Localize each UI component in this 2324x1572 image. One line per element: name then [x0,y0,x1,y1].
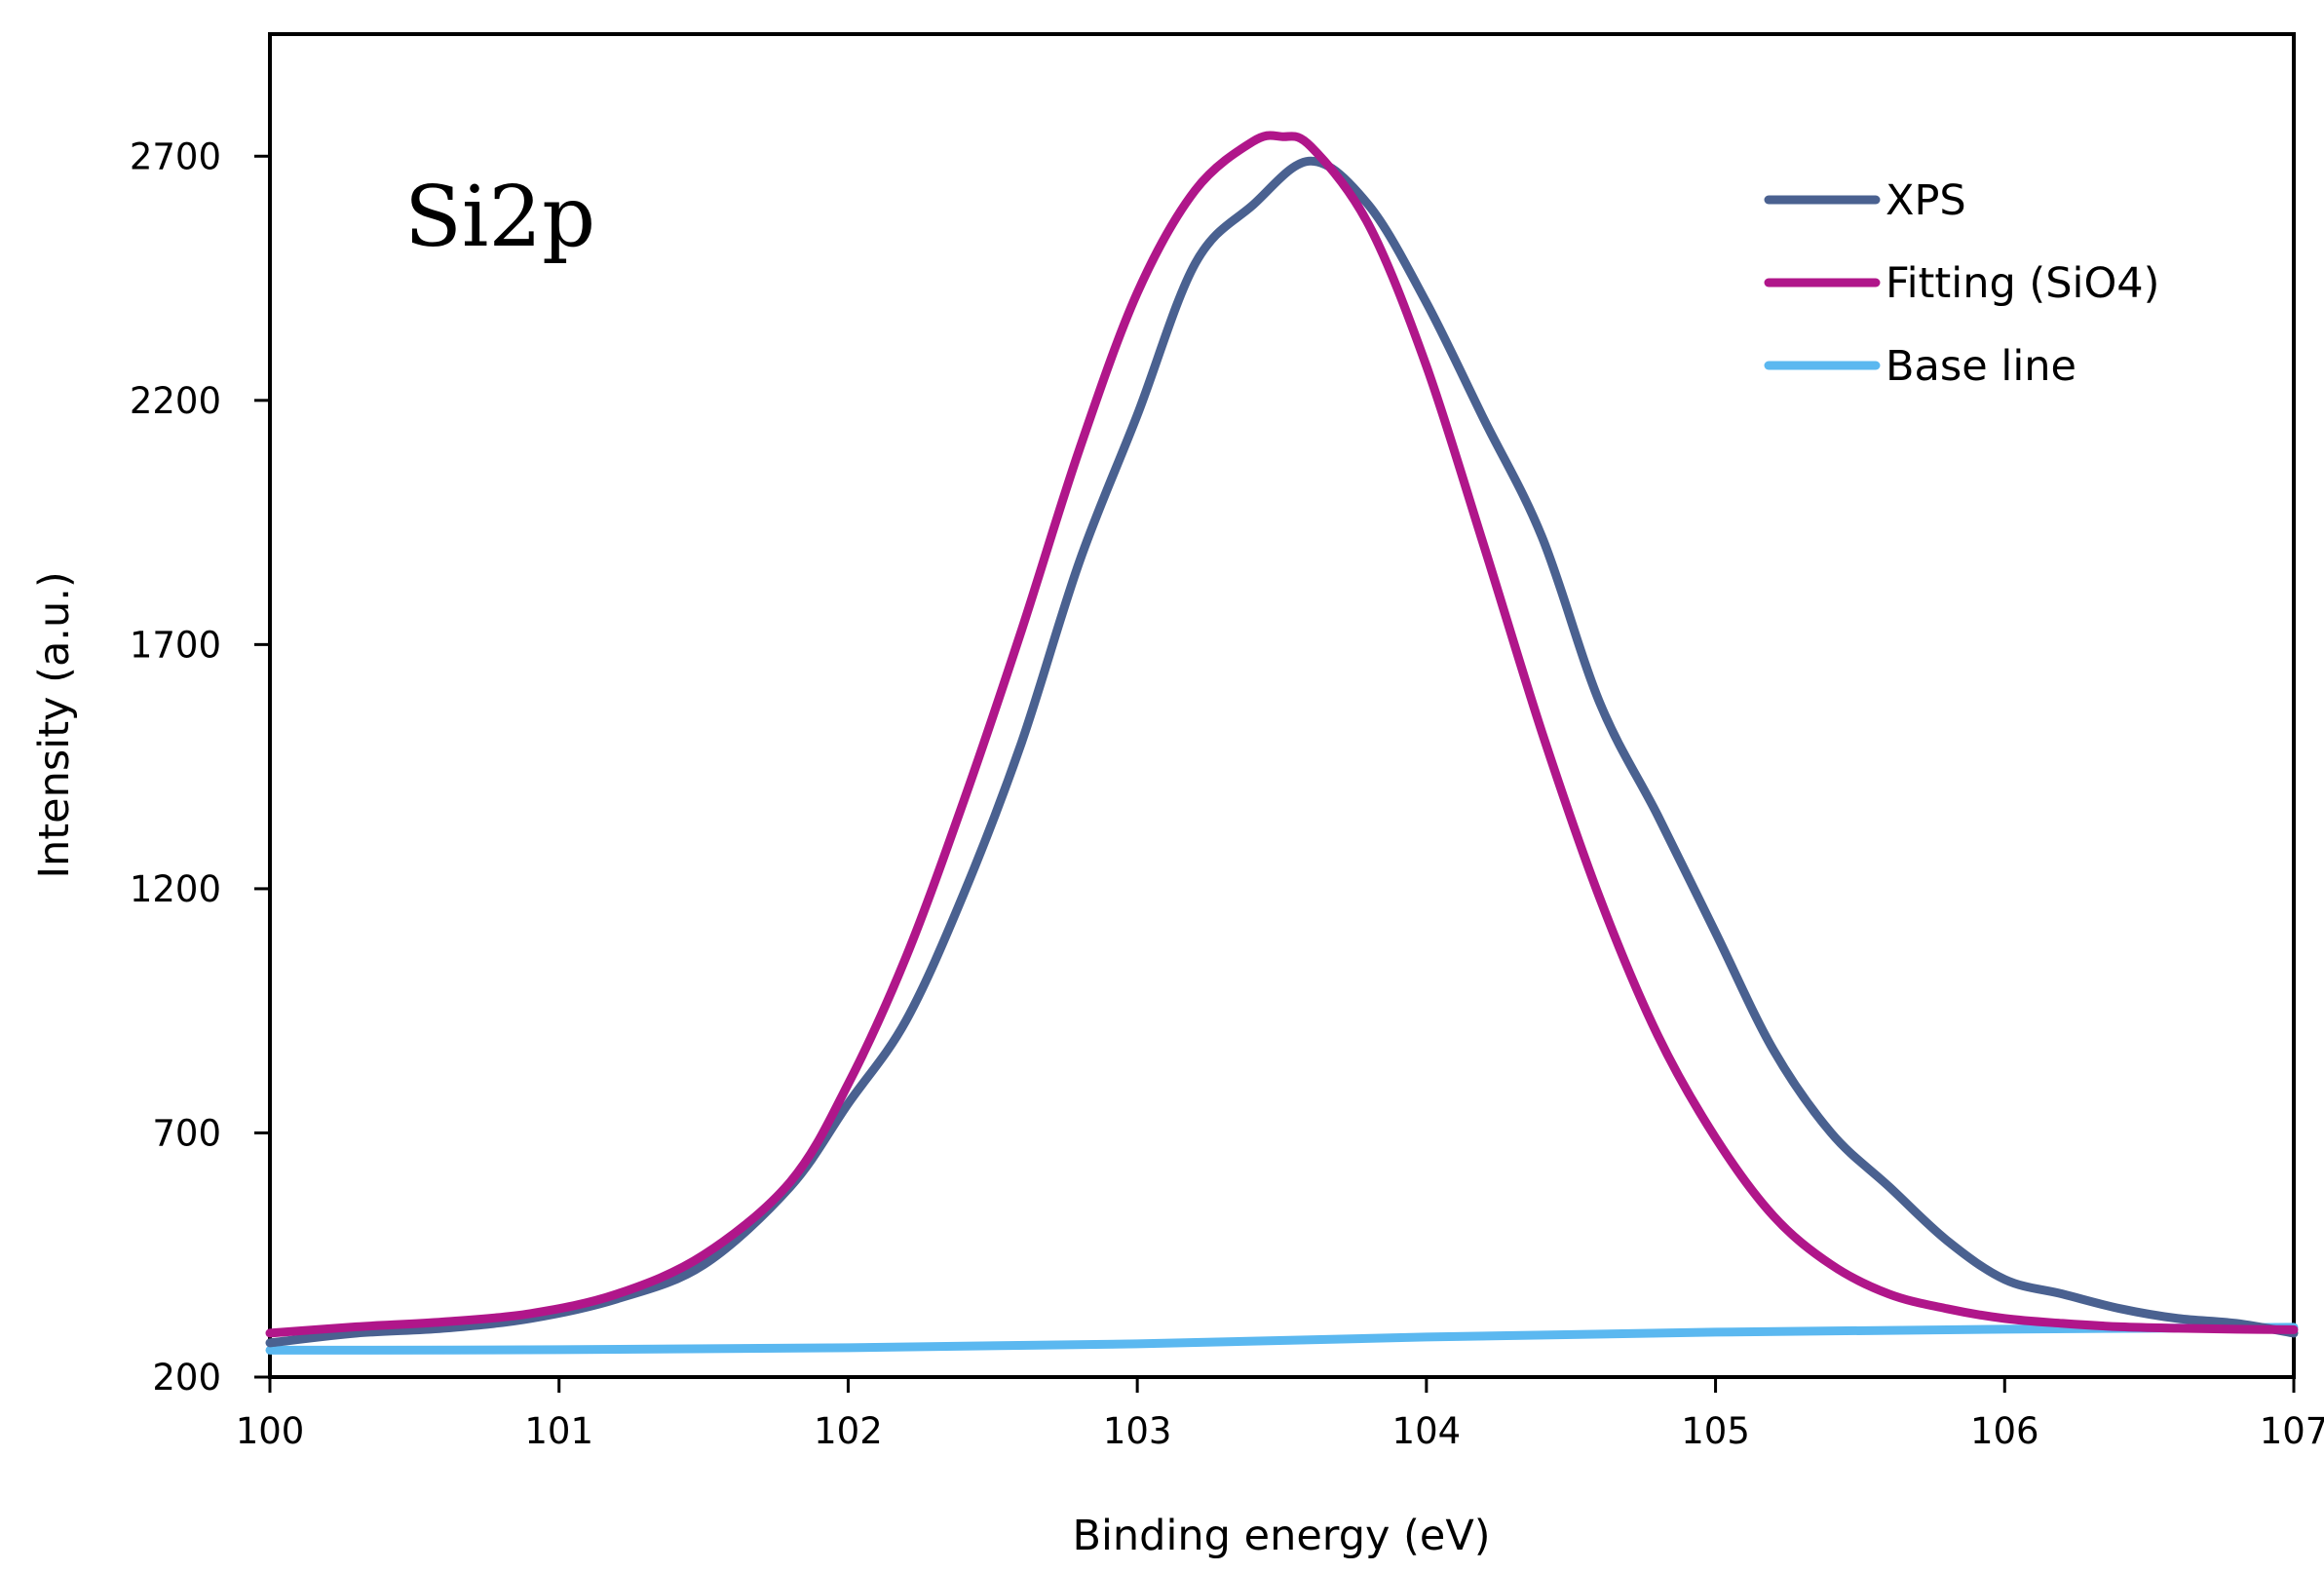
y-tick-label-1700: 1700 [130,624,221,666]
plot-frame [268,32,2296,1379]
x-tick-label-106: 106 [1970,1410,2039,1452]
legend: XPS Fitting (SiO4) Base line [1764,176,2159,391]
legend-label-xps: XPS [1886,176,1966,225]
y-axis-title: Intensity (a.u.) [30,571,79,878]
series-line-base-line [265,1323,2299,1355]
x-axis-ticks: 100 101 102 103 104 105 106 107 [236,1377,2324,1452]
y-tick-label-700: 700 [152,1112,221,1154]
x-tick-label-100: 100 [236,1410,305,1452]
legend-label-base-line: Base line [1886,342,2076,391]
legend-label-fitting-sio4: Fitting (SiO4) [1886,259,2159,308]
y-axis-ticks: 200 700 1200 1700 2200 2700 [130,135,270,1399]
x-axis-title: Binding energy (eV) [1072,1512,1490,1560]
x-tick-label-102: 102 [814,1410,883,1452]
series-layer [265,131,2299,1355]
x-tick-label-105: 105 [1681,1410,1750,1452]
x-tick-label-104: 104 [1392,1410,1462,1452]
y-tick-label-1200: 1200 [130,868,221,910]
y-tick-label-200: 200 [152,1357,221,1399]
x-tick-label-101: 101 [524,1410,593,1452]
y-tick-label-2200: 2200 [130,380,221,422]
x-tick-label-103: 103 [1103,1410,1172,1452]
x-tick-label-107: 107 [2260,1410,2324,1452]
annotation-label: Si2p [404,169,595,266]
y-tick-label-2700: 2700 [130,135,221,177]
series-line-fitting-sio4 [265,131,2299,1338]
